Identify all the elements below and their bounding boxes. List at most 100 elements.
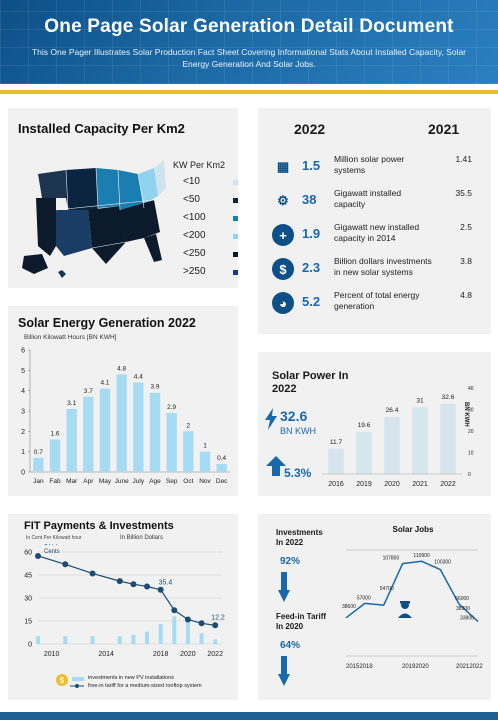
y-tick-label: 60 [24, 550, 32, 557]
fit-panel: FIT Payments & Investments In Cent Per K… [8, 514, 238, 700]
data-label: 0.4 [217, 455, 226, 462]
x-tick-label: Nov [199, 478, 211, 485]
solar-power-panel: Solar Power In 2022 32.6 BN KWH 5.3% BN … [258, 352, 491, 496]
data-label: 3.1 [67, 400, 76, 407]
bar [183, 431, 194, 472]
data-point [35, 552, 41, 559]
data-label: 3.7 [84, 388, 93, 395]
page-subtitle: This One Pager Illustrates Solar Product… [31, 47, 467, 69]
jobs-invest-title-line2: In 2022 [276, 538, 304, 547]
point-label: 38600 [342, 604, 356, 610]
data-label: 11.7 [330, 439, 343, 446]
worker-helmet [400, 601, 410, 604]
stat-value: 2.3 [302, 260, 321, 275]
installed-capacity-panel: Installed Capacity Per Km2 KW Per Km2 <1… [8, 108, 238, 288]
legend-swatch [233, 270, 238, 275]
bar [412, 407, 428, 474]
footer-bar [0, 712, 498, 720]
fit-legend-line-swatch [70, 684, 84, 688]
legend-item: <100 [183, 212, 238, 229]
jobs-panel: Investments In 2022 92% Feed-in Tariff I… [258, 514, 491, 700]
worker-icon [398, 601, 412, 618]
point-label: 38300 [456, 606, 470, 612]
bar [149, 392, 161, 472]
usa-map [22, 160, 166, 278]
bar [199, 633, 204, 644]
data-point [89, 570, 96, 577]
legend-item: >250 [183, 266, 238, 283]
plus-icon: + [272, 224, 294, 246]
map-region-midwest [118, 170, 144, 210]
point-label: 57000 [357, 595, 371, 601]
map-region-plains-south [88, 206, 126, 264]
x-tick-label: July [133, 478, 145, 485]
point-label: 107800 [383, 556, 400, 562]
installed-capacity-title: Installed Capacity Per Km2 [18, 121, 185, 136]
x-tick-label: Dec [216, 478, 228, 485]
x-tick-label: Age [149, 478, 161, 485]
legend-label: >250 [183, 266, 206, 277]
header-banner: One Page Solar Generation Detail Documen… [0, 0, 498, 84]
solar-power-axis-label: BN KWH [463, 402, 469, 427]
map-region-mountain [66, 168, 98, 210]
solar-power-unit: BN KWH [280, 426, 316, 436]
data-label: 2.9 [167, 404, 176, 411]
bar [199, 451, 211, 472]
stat-row: ⚙ 38 Gigawatt installed capacity 35.5 [258, 186, 491, 218]
x-tick-label: 20152018 [346, 664, 373, 670]
fit-right-unit: In Billion Dollars [120, 535, 164, 541]
bar [99, 388, 111, 472]
generation-unit: Billion Kilowatt Hours [BN KWH] [24, 334, 117, 341]
bar [49, 439, 61, 472]
legend-swatch [233, 216, 238, 221]
data-label: 19.6 [358, 422, 371, 429]
y-tick-label: 4 [21, 388, 25, 395]
y-tick-label: 3 [21, 409, 25, 416]
data-point [198, 620, 205, 627]
stats-year-previous: 2021 [428, 121, 460, 137]
x-tick-label: Oct [183, 478, 193, 485]
map-region-west-coast [36, 198, 56, 256]
x-tick-label: 2014 [98, 651, 114, 658]
data-point [171, 607, 178, 614]
stat-description: Gigawatt installed capacity [334, 188, 402, 209]
data-label: 1.6 [50, 430, 59, 437]
x-tick-label: Fab [49, 478, 61, 485]
bar [63, 636, 68, 644]
y-tick-label: 30 [468, 408, 474, 414]
legend-swatch [233, 234, 238, 239]
legend-item: <10 [183, 176, 238, 193]
legend-label: <10 [183, 176, 200, 187]
bar [90, 636, 95, 644]
fit-left-unit: In Cent Per Kilowatt hour [26, 535, 82, 541]
generation-bar-chart: 0 1 2 3 4 5 6 0.7 Jan 1.6 Fab 3.1 Mar 3.7 Apr 4.1 May 4.8… [21, 348, 230, 485]
stat-value: 38 [302, 192, 317, 207]
legend-label: <100 [183, 212, 206, 223]
map-region-alaska [22, 254, 48, 274]
legend-item: <50 [183, 194, 238, 211]
bar [133, 382, 144, 472]
x-tick-label: 20212022 [456, 664, 483, 670]
legend-swatch [233, 198, 238, 203]
data-label: 26.4 [386, 407, 399, 414]
fit-legend-line: free-in tariff for a medium-sized roofto… [88, 683, 202, 689]
bar [185, 619, 190, 644]
stat-description: Gigawatt new installed capacity in 2014 [334, 222, 420, 243]
point-label: 33800 [460, 616, 474, 622]
down-arrow-icon [278, 572, 290, 602]
map-region-northeast [154, 160, 166, 196]
data-label: 32.6 [442, 394, 455, 401]
legend-label: <200 [183, 230, 206, 241]
bar [172, 616, 177, 644]
worker-body [398, 613, 412, 618]
solar-power-bar-chart: 0 10 20 30 40 11.7 2016 19.6 2019 26.4 2020 31 2021 3… [322, 386, 474, 488]
coin-icon: $ [56, 674, 68, 686]
legend-title: KW Per Km2 [173, 160, 226, 170]
legend-item: <200 [183, 230, 238, 247]
point-label: 35.4 [159, 580, 173, 587]
x-tick-label: Jan [33, 478, 44, 485]
bar [328, 448, 344, 474]
stat-description: Percent of total energy generation [334, 290, 420, 311]
map-region-florida [144, 234, 162, 262]
bar [384, 417, 400, 474]
